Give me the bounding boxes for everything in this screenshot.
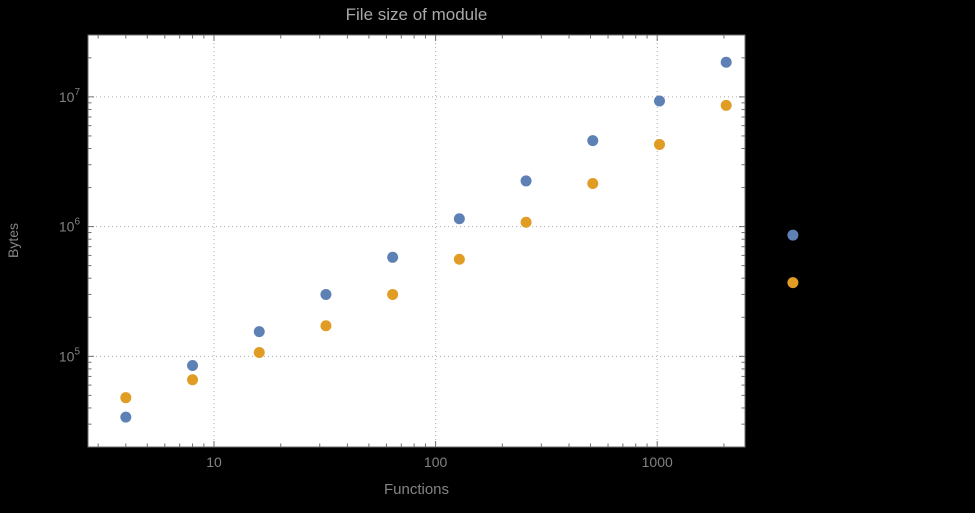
y-axis-label-text: Bytes	[5, 223, 21, 259]
y-tick-label: 105	[59, 346, 81, 364]
x-tick-label: 1000	[642, 454, 673, 470]
data-point-blue	[653, 95, 665, 107]
data-point-blue	[187, 359, 199, 371]
data-point-orange	[320, 320, 332, 332]
y-tick-label: 106	[59, 217, 81, 235]
y-tick-label: 107	[59, 87, 81, 105]
chart-title: File size of module	[345, 5, 488, 24]
y-axis-label: Bytes	[0, 35, 26, 447]
data-point-orange	[720, 99, 732, 111]
data-point-orange	[520, 216, 532, 228]
data-point-orange	[187, 374, 199, 386]
data-point-blue	[720, 56, 732, 68]
data-point-orange	[120, 392, 132, 404]
data-point-blue	[587, 135, 599, 147]
data-point-orange	[387, 288, 399, 300]
data-point-blue	[520, 175, 532, 187]
data-point-orange	[587, 177, 599, 189]
data-point-orange	[253, 347, 265, 359]
data-point-orange	[653, 138, 665, 150]
data-point-blue	[320, 288, 332, 300]
plot-frame	[87, 34, 746, 448]
data-point-blue	[253, 326, 265, 338]
data-point-orange	[787, 277, 799, 289]
data-point-blue	[120, 411, 132, 423]
data-point-orange	[453, 253, 465, 265]
data-point-blue	[787, 229, 799, 241]
x-tick-label: 100	[424, 454, 448, 470]
data-point-blue	[387, 251, 399, 263]
data-point-blue	[453, 213, 465, 225]
x-tick-label: 10	[206, 454, 222, 470]
x-axis-label: Functions	[383, 481, 450, 498]
